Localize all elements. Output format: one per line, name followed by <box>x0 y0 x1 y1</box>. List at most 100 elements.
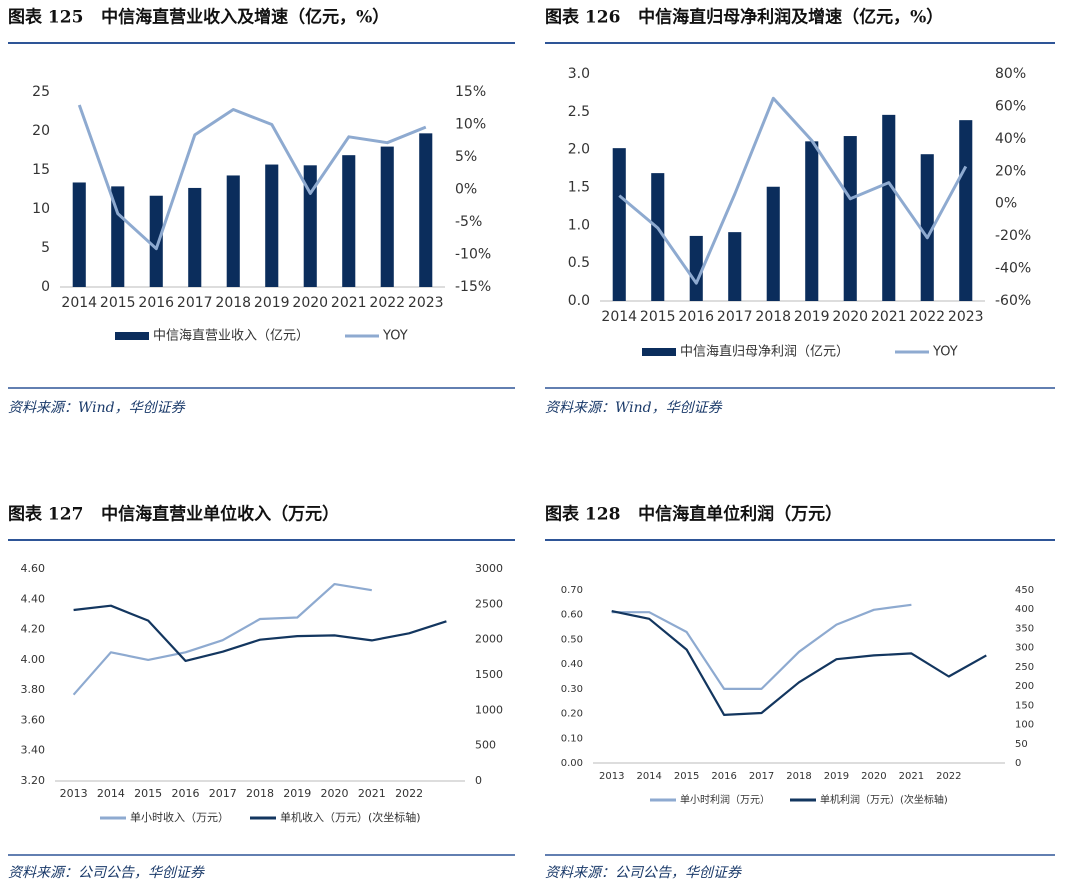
x-tick-label: 2019 <box>254 295 290 311</box>
y-tick-label: 0.60 <box>561 610 583 621</box>
bar <box>380 146 394 287</box>
x-tick-label: 2013 <box>60 787 88 800</box>
y2-tick-label: -15% <box>455 279 491 295</box>
x-tick-label: 2014 <box>636 771 661 782</box>
bar <box>689 235 703 301</box>
y-tick-label: 5 <box>41 240 50 256</box>
line <box>77 104 427 251</box>
legend-swatch <box>642 348 676 356</box>
y2-tick-label: 1500 <box>475 668 503 681</box>
x-tick-label: 2018 <box>246 787 274 800</box>
line <box>73 604 447 662</box>
y2-tick-label: -20% <box>995 228 1031 244</box>
y2-tick-label: 5% <box>455 149 477 165</box>
bar <box>342 155 356 287</box>
y-tick-label: 2.0 <box>568 142 590 158</box>
x-tick-label: 2019 <box>794 309 830 325</box>
x-tick-label: 2023 <box>408 295 444 311</box>
x-tick-label: 2018 <box>755 309 791 325</box>
bar <box>882 114 896 301</box>
source: 资料来源：Wind，华创证券 <box>545 400 723 416</box>
bar <box>920 154 934 301</box>
x-tick-label: 2020 <box>321 787 349 800</box>
y-tick-label: 1.0 <box>568 217 590 233</box>
y2-tick-label: 0 <box>475 774 482 787</box>
x-tick-label: 2021 <box>358 787 386 800</box>
y-tick-label: 10 <box>32 201 50 217</box>
x-tick-label: 2021 <box>899 771 924 782</box>
chart-title: 图表 127 中信海直营业单位收入（万元） <box>8 504 339 525</box>
y-tick-label: 15 <box>32 162 50 178</box>
x-tick-label: 2018 <box>786 771 811 782</box>
y2-tick-label: 60% <box>995 98 1026 114</box>
x-tick-label: 2016 <box>678 309 714 325</box>
y2-tick-label: 250 <box>1015 662 1034 673</box>
x-tick-label: 2019 <box>824 771 849 782</box>
chart-title: 图表 125 中信海直营业收入及增速（亿元，%） <box>8 7 389 28</box>
y2-tick-label: 350 <box>1015 623 1034 634</box>
x-tick-label: 2017 <box>717 309 753 325</box>
bar <box>265 164 279 287</box>
y2-tick-label: -5% <box>455 214 482 230</box>
legend-label: 单小时收入（万元） <box>130 810 229 824</box>
y-tick-label: 0.50 <box>561 634 583 645</box>
chart-title: 图表 128 中信海直单位利润（万元） <box>545 504 842 525</box>
x-tick-label: 2022 <box>936 771 961 782</box>
x-tick-label: 2014 <box>97 787 125 800</box>
x-tick-label: 2022 <box>395 787 423 800</box>
legend-label: 中信海直营业收入（亿元） <box>153 329 309 344</box>
x-tick-label: 2016 <box>711 771 736 782</box>
bar <box>72 182 86 287</box>
bar <box>728 232 742 301</box>
legend-label: 中信海直归母净利润（亿元） <box>680 345 849 360</box>
source: 资料来源：公司公告，华创证券 <box>8 865 205 881</box>
y-tick-label: 0.00 <box>561 758 583 769</box>
x-tick-label: 2021 <box>871 309 907 325</box>
x-tick-label: 2016 <box>138 295 174 311</box>
bar <box>419 133 433 287</box>
y-tick-label: 25 <box>32 84 50 100</box>
x-tick-label: 2022 <box>369 295 405 311</box>
x-tick-label: 2017 <box>177 295 213 311</box>
y-tick-label: 0.70 <box>561 585 583 596</box>
x-tick-label: 2015 <box>674 771 699 782</box>
source: 资料来源：Wind，华创证券 <box>8 400 186 416</box>
y-tick-label: 3.40 <box>21 744 46 757</box>
legend-label: YOY <box>382 329 408 344</box>
y2-tick-label: 400 <box>1015 604 1034 615</box>
bar <box>226 175 240 287</box>
x-tick-label: 2014 <box>601 309 637 325</box>
y2-tick-label: 10% <box>455 117 486 133</box>
bar <box>766 186 780 301</box>
y2-tick-label: 0 <box>1015 758 1021 769</box>
x-tick-label: 2017 <box>209 787 237 800</box>
y2-tick-label: 0% <box>995 196 1017 212</box>
legend-label: 单机利润（万元）(次坐标轴) <box>820 793 948 806</box>
legend-label: 单机收入（万元）(次坐标轴) <box>280 810 421 824</box>
x-tick-label: 2014 <box>61 295 97 311</box>
y2-tick-label: 2500 <box>475 597 503 610</box>
line <box>618 96 968 285</box>
y-tick-label: 0.0 <box>568 293 590 309</box>
bar <box>959 120 973 301</box>
line <box>611 603 912 690</box>
y-tick-label: 2.5 <box>568 104 590 120</box>
bar <box>612 148 626 301</box>
y2-tick-label: 50 <box>1015 739 1028 750</box>
y2-tick-label: -10% <box>455 247 491 263</box>
y2-tick-label: 2000 <box>475 633 503 646</box>
line <box>611 610 987 716</box>
y2-tick-label: 500 <box>475 739 496 752</box>
legend-label: YOY <box>932 345 958 360</box>
y-tick-label: 4.40 <box>21 592 46 605</box>
x-tick-label: 2015 <box>100 295 136 311</box>
bar <box>303 165 317 287</box>
x-tick-label: 2020 <box>292 295 328 311</box>
y2-tick-label: -40% <box>995 261 1031 277</box>
x-tick-label: 2020 <box>832 309 868 325</box>
y-tick-label: 0.5 <box>568 255 590 271</box>
y2-tick-label: 300 <box>1015 643 1034 654</box>
source: 资料来源：公司公告，华创证券 <box>545 865 742 881</box>
y2-tick-label: 100 <box>1015 720 1034 731</box>
